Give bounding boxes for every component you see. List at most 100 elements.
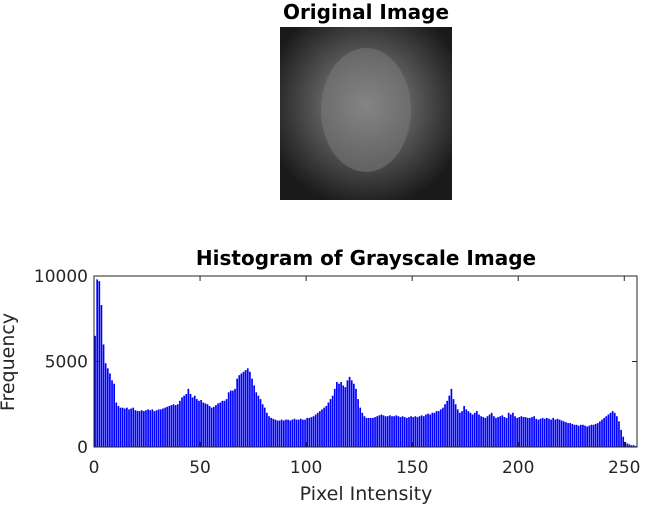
bar bbox=[251, 378, 253, 447]
bar bbox=[509, 414, 512, 447]
bar bbox=[253, 385, 255, 447]
bar bbox=[312, 416, 315, 447]
bar bbox=[147, 409, 149, 447]
bar bbox=[128, 409, 130, 447]
bar bbox=[285, 419, 287, 447]
bar bbox=[196, 399, 198, 447]
bar bbox=[378, 415, 381, 447]
bar bbox=[609, 412, 612, 447]
bar bbox=[111, 380, 113, 447]
bar bbox=[142, 411, 145, 447]
bar bbox=[439, 409, 442, 447]
bar bbox=[193, 395, 196, 447]
bar bbox=[361, 412, 364, 447]
bar bbox=[596, 423, 599, 447]
bar bbox=[503, 417, 506, 447]
bar bbox=[594, 423, 597, 447]
bar bbox=[473, 412, 476, 447]
y-tick-label: 10000 bbox=[34, 267, 88, 287]
bar bbox=[314, 414, 317, 447]
bar bbox=[461, 411, 463, 447]
bar bbox=[181, 397, 183, 447]
bar bbox=[624, 441, 627, 447]
bar bbox=[166, 406, 169, 447]
bar bbox=[202, 402, 205, 447]
bar bbox=[524, 417, 527, 447]
bar bbox=[206, 404, 209, 447]
bar bbox=[323, 407, 325, 447]
bar bbox=[229, 390, 232, 447]
bar bbox=[274, 419, 277, 447]
bar bbox=[280, 419, 283, 447]
bar bbox=[255, 392, 258, 447]
bar bbox=[138, 411, 141, 447]
bar bbox=[106, 368, 109, 447]
bar bbox=[321, 409, 323, 447]
bar bbox=[183, 395, 185, 447]
x-tick-label: 250 bbox=[608, 458, 640, 478]
bar bbox=[187, 388, 190, 447]
bar bbox=[476, 411, 478, 447]
bar bbox=[293, 418, 296, 447]
bar bbox=[613, 412, 616, 447]
bar bbox=[291, 419, 294, 447]
bar bbox=[520, 416, 523, 447]
bar bbox=[579, 424, 582, 447]
bar bbox=[272, 418, 275, 447]
bar bbox=[113, 383, 115, 447]
bar bbox=[501, 415, 504, 447]
bar bbox=[119, 407, 122, 447]
bar bbox=[425, 414, 427, 447]
bar bbox=[444, 404, 446, 447]
bar bbox=[492, 416, 495, 447]
bar bbox=[215, 405, 217, 447]
bar bbox=[435, 411, 438, 447]
bar bbox=[452, 399, 455, 447]
bar bbox=[446, 400, 449, 447]
bar bbox=[622, 436, 625, 447]
bar bbox=[102, 344, 105, 447]
bar bbox=[259, 399, 262, 447]
bar bbox=[459, 412, 461, 447]
bar bbox=[344, 387, 347, 447]
bar bbox=[319, 411, 321, 447]
bar bbox=[306, 417, 309, 447]
bar bbox=[592, 424, 595, 447]
bar bbox=[261, 404, 264, 447]
bar bbox=[456, 409, 459, 447]
bar bbox=[399, 417, 402, 447]
bar bbox=[554, 419, 557, 447]
bar bbox=[244, 370, 247, 447]
bar bbox=[117, 405, 120, 447]
bar bbox=[537, 419, 540, 447]
bar bbox=[372, 417, 374, 447]
bar bbox=[518, 417, 521, 447]
bar bbox=[427, 413, 429, 447]
bar bbox=[217, 403, 219, 447]
bar bbox=[529, 417, 531, 447]
bar bbox=[365, 417, 368, 447]
bar bbox=[412, 417, 415, 447]
bar bbox=[418, 416, 421, 447]
image-title: Original Image bbox=[283, 0, 449, 24]
bar bbox=[584, 425, 586, 447]
bar bbox=[403, 417, 406, 447]
bar bbox=[295, 419, 298, 447]
bar bbox=[257, 395, 260, 447]
bar bbox=[282, 420, 285, 447]
bar bbox=[115, 402, 118, 447]
bar bbox=[331, 395, 334, 447]
bar bbox=[603, 417, 605, 447]
bar bbox=[104, 363, 107, 447]
bar bbox=[484, 417, 487, 447]
bar bbox=[96, 279, 99, 447]
bar bbox=[200, 399, 202, 447]
x-tick-label: 50 bbox=[189, 458, 211, 478]
bar bbox=[380, 414, 383, 447]
bar bbox=[437, 411, 440, 447]
bar bbox=[304, 419, 306, 447]
bar bbox=[611, 411, 614, 447]
bar bbox=[363, 416, 366, 447]
image-face bbox=[321, 48, 411, 172]
